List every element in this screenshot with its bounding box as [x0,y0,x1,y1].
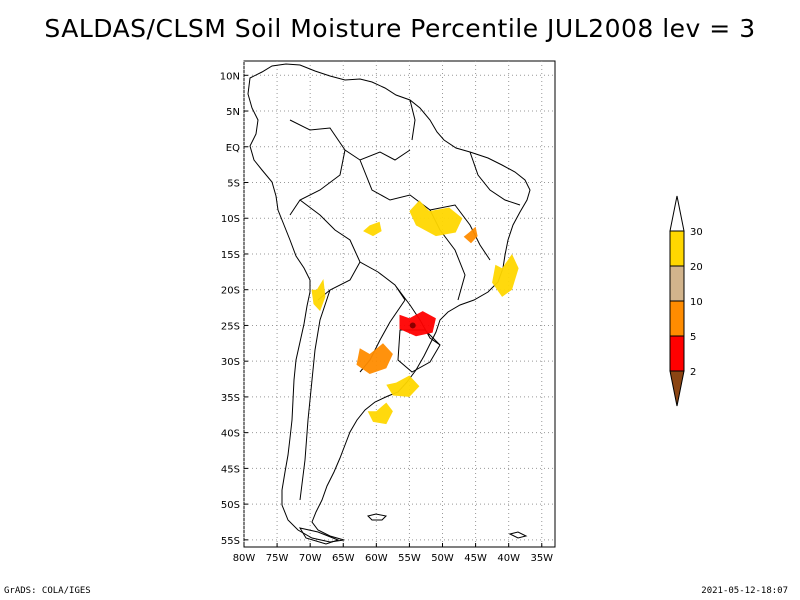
colorbar: 30 20 10 5 2 [669,195,703,407]
colorbar-segment [669,230,685,267]
colorbar-label: 30 [690,227,703,238]
colorbar-cap-top [669,195,685,232]
colorbar-label: 20 [690,262,703,273]
colorbar-segment [669,335,685,372]
gridlines [243,61,555,547]
region-paraguay-parana [399,311,436,337]
y-tick-label: 50S [221,500,240,511]
colorbar-cap-bottom [669,370,685,407]
region-northeast-argentina [356,343,393,374]
x-axis-ticks: 80W 75W 70W 65W 60W 55W 50W 45W 40W 35W [233,543,553,564]
y-tick-label: 5S [227,179,240,190]
south-america-coastline [247,63,531,543]
colorbar-label: 2 [690,367,696,378]
region-central-brazil-north [409,200,463,237]
x-tick-label: 65W [332,553,355,564]
y-tick-label: 40S [221,429,240,440]
region-southern-bolivia [311,279,326,312]
x-tick-label: 50W [431,553,454,564]
region-pampas [367,402,393,425]
colorbar-label: 5 [690,332,696,343]
y-tick-label: 45S [221,464,240,475]
x-tick-label: 40W [497,553,520,564]
region-uruguay-buenos-aires [386,375,420,397]
y-tick-label: 55S [221,536,240,547]
south-georgia [508,531,528,539]
colorbar-segment [669,265,685,302]
x-tick-label: 55W [398,553,421,564]
x-tick-label: 35W [530,553,553,564]
y-tick-label: 35S [221,393,240,404]
region-central-brazil-west [363,221,382,237]
y-tick-label: 20S [221,286,240,297]
colorbar-label: 10 [690,297,703,308]
y-tick-label: 5N [226,107,240,118]
y-tick-label: 25S [221,321,240,332]
footer-credit: GrADS: COLA/IGES [4,586,91,596]
y-tick-label: 15S [221,250,240,261]
plot-frame [243,60,556,548]
region-core-paraguay-parana [409,322,416,329]
x-tick-label: 75W [266,553,289,564]
y-tick-label: EQ [226,143,240,154]
region-bahia-minas [492,254,519,297]
x-tick-label: 70W [299,553,322,564]
falkland-islands [367,513,388,521]
y-tick-label: 30S [221,357,240,368]
x-tick-label: 80W [233,553,256,564]
x-tick-label: 60W [365,553,388,564]
colorbar-segment [669,300,685,337]
chart-title: SALDAS/CLSM Soil Moisture Percentile JUL… [44,14,756,43]
y-tick-label: 10S [221,214,240,225]
footer-timestamp: 2021-05-12-18:07 [701,586,788,596]
tierra-del-fuego [298,527,340,545]
x-tick-label: 45W [464,553,487,564]
y-tick-label: 10N [220,71,240,82]
percentile-regions [311,200,519,425]
y-axis-ticks: 10N 5N EQ 5S 10S 15S 20S 25S 30S 35S 40S 45S 50S 55S [220,71,248,547]
region-tocantins [463,226,478,244]
